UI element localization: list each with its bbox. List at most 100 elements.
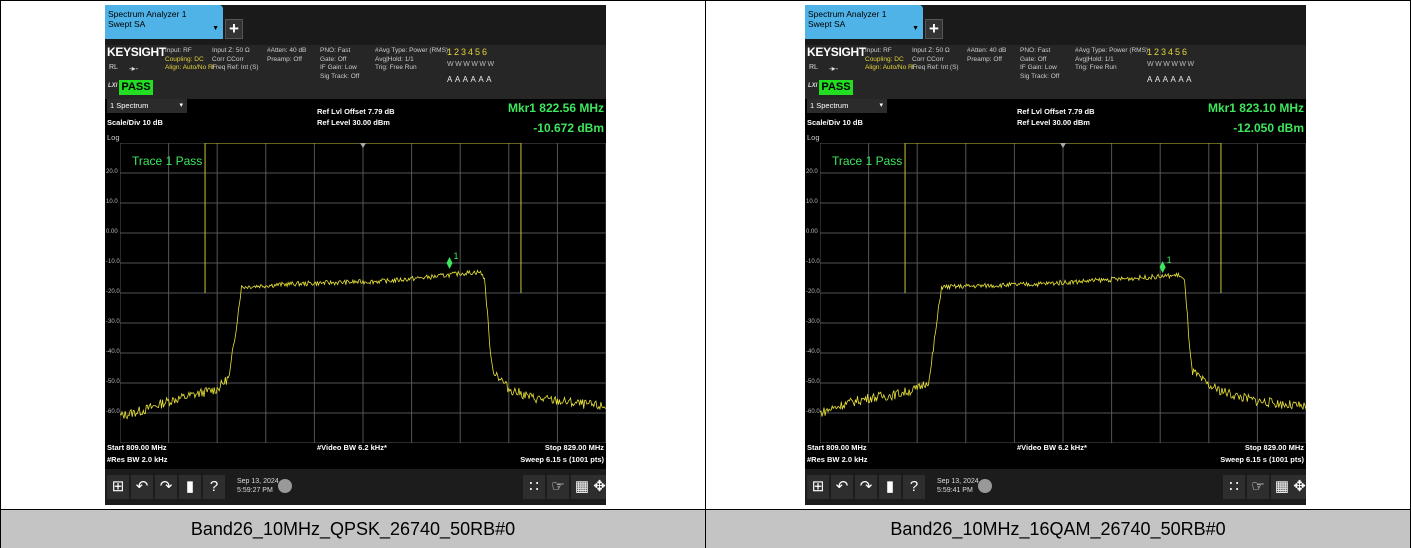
tab-mode: Swept SA (808, 19, 846, 29)
tab-spectrum-analyzer[interactable]: Spectrum Analyzer 1 Swept SA ▼ (105, 5, 223, 39)
pass-badge: PASS (119, 80, 153, 95)
plot-footer: Start 809.00 MHz #Res BW 2.0 kHz #Video … (805, 443, 1306, 469)
marker-diamond-icon (1159, 261, 1166, 274)
y-tick-label: -50.0 (106, 379, 120, 385)
chevron-down-icon: ▾ (879, 102, 883, 109)
stop-frequency: Stop 829.00 MHz (544, 443, 604, 452)
atten-settings: #Atten: 40 dB Preamp: Off (967, 47, 1007, 63)
redo-icon[interactable]: ↷ (155, 475, 177, 499)
top-bar: Spectrum Analyzer 1 Swept SA ▼ + (805, 5, 1306, 45)
spectrum-select[interactable]: 1 Spectrum ▾ (807, 99, 887, 113)
file-icon[interactable]: ▮ (179, 475, 201, 499)
trace-line (820, 271, 1306, 417)
redo-icon[interactable]: ↷ (855, 475, 877, 499)
y-tick-label: -20.0 (806, 289, 820, 295)
input-settings: Input: RF Coupling: DC Align: Auto/No RF (865, 47, 917, 71)
input-z-settings: Input Z: 50 Ω Corr CCorr Freq Ref: Int (… (912, 47, 959, 71)
spectrum-plot-svg: 1 Trace 1 Pass (820, 143, 1306, 443)
input-arrow-icon: -▸- (829, 64, 839, 73)
caption-left: Band26_10MHz_QPSK_26740_50RB#0 (1, 510, 706, 548)
caption-right: Band26_10MHz_16QAM_26740_50RB#0 (890, 519, 1226, 539)
spectrum-plot-svg: 1 Trace 1 Pass (120, 143, 606, 443)
trace-numbers[interactable]: 123456 (447, 47, 490, 57)
tab-title: Spectrum Analyzer 1 (108, 9, 187, 19)
spectrum-header: 1 Spectrum ▾ Scale/Div 10 dB Ref Lvl Off… (805, 99, 1306, 135)
sweep-time: Sweep 6.15 s (1001 pts) (520, 455, 604, 464)
add-screen-button[interactable]: + (225, 19, 243, 39)
plot-footer: Start 809.00 MHz #Res BW 2.0 kHz #Video … (105, 443, 606, 469)
table-cell-right: Spectrum Analyzer 1 Swept SA ▼ + KEYSIGH… (706, 1, 1411, 509)
top-bar: Spectrum Analyzer 1 Swept SA ▼ + (105, 5, 606, 45)
spectrum-analyzer-screen: Spectrum Analyzer 1 Swept SA ▼ + KEYSIGH… (805, 5, 1306, 505)
chevron-down-icon: ▾ (179, 102, 183, 109)
marker-amplitude: -12.050 dBm (1233, 121, 1304, 135)
fullscreen-icon[interactable]: ✥ (1293, 475, 1306, 499)
atten-settings: #Atten: 40 dB Preamp: Off (267, 47, 307, 63)
log-label: Log (807, 133, 820, 142)
input-z-settings: Input Z: 50 Ω Corr CCorr Freq Ref: Int (… (212, 47, 259, 71)
trace-line (120, 269, 606, 420)
brand-logo: KEYSIGHT (107, 45, 166, 59)
tab-mode: Swept SA (108, 19, 146, 29)
ref-offset-label: Ref Lvl Offset 7.79 dB (1017, 107, 1095, 116)
y-tick-label: -50.0 (806, 379, 820, 385)
ref-level-label: Ref Level 30.00 dBm (317, 118, 390, 127)
taskbar: ⊞ ↶ ↷ ▮ ? Sep 13, 2024 5:59:27 PM ∷ ☞ ▦ … (105, 469, 606, 505)
pno-settings: PNO: Fast Gate: Off IF Gain: Low Sig Tra… (1020, 47, 1060, 80)
pass-badge: PASS (819, 80, 853, 95)
y-tick-label: 10.0 (106, 199, 118, 205)
keypad-icon[interactable]: ∷ (1223, 475, 1245, 499)
avg-settings: #Avg Type: Power (RMS) Avg|Hold: 1/1 Tri… (1075, 47, 1149, 71)
file-icon[interactable]: ▮ (879, 475, 901, 499)
touch-icon[interactable]: ☞ (1247, 475, 1269, 499)
help-icon[interactable]: ? (903, 475, 925, 499)
message-icon[interactable] (278, 479, 292, 493)
y-tick-label: -20.0 (106, 289, 120, 295)
windows-icon[interactable]: ⊞ (807, 475, 829, 499)
y-tick-label: -10.0 (806, 259, 820, 265)
trace-numbers[interactable]: 123456 (1147, 47, 1190, 57)
limit-line (904, 143, 1222, 293)
ref-offset-label: Ref Lvl Offset 7.79 dB (317, 107, 395, 116)
message-icon[interactable] (978, 479, 992, 493)
y-tick-label: 20.0 (806, 169, 818, 175)
marker-number-label: 1 (454, 251, 459, 261)
chevron-down-icon[interactable]: ▼ (912, 25, 919, 32)
trace-type-row: AAAAAA (1147, 75, 1195, 84)
avg-settings: #Avg Type: Power (RMS) Avg|Hold: 1/1 Tri… (375, 47, 449, 71)
start-frequency: Start 809.00 MHz (107, 443, 167, 452)
undo-icon[interactable]: ↶ (131, 475, 153, 499)
keypad-icon[interactable]: ∷ (523, 475, 545, 499)
display-layout-icon[interactable]: ▦ (571, 475, 593, 499)
log-label: Log (107, 133, 120, 142)
spectrum-plot[interactable]: 1 Trace 1 Pass (820, 143, 1306, 443)
settings-bar[interactable]: KEYSIGHT RL -▸- LXI PASS Input: RF Coupl… (105, 45, 606, 99)
scale-div-label: Scale/Div 10 dB (107, 118, 163, 127)
tab-spectrum-analyzer[interactable]: Spectrum Analyzer 1 Swept SA ▼ (805, 5, 923, 39)
stop-frequency: Stop 829.00 MHz (1244, 443, 1304, 452)
y-tick-label: 20.0 (106, 169, 118, 175)
lxi-label: LXI (108, 83, 118, 89)
y-tick-label: 0.00 (106, 229, 118, 235)
rl-label: RL (109, 64, 118, 71)
marker-amplitude: -10.672 dBm (533, 121, 604, 135)
display-layout-icon[interactable]: ▦ (1271, 475, 1293, 499)
undo-icon[interactable]: ↶ (831, 475, 853, 499)
video-bandwidth: #Video BW 6.2 kHz* (1017, 443, 1087, 452)
sweep-time: Sweep 6.15 s (1001 pts) (1220, 455, 1304, 464)
taskbar-clock: Sep 13, 2024 5:59:27 PM (237, 478, 279, 494)
spectrum-select[interactable]: 1 Spectrum ▾ (107, 99, 187, 113)
settings-bar[interactable]: KEYSIGHT RL -▸- LXI PASS Input: RF Coupl… (805, 45, 1306, 99)
windows-icon[interactable]: ⊞ (107, 475, 129, 499)
spectrum-plot[interactable]: 1 Trace 1 Pass (120, 143, 606, 443)
table-cell-left: Spectrum Analyzer 1 Swept SA ▼ + KEYSIGH… (1, 1, 706, 509)
y-tick-label: 0.00 (806, 229, 818, 235)
fullscreen-icon[interactable]: ✥ (593, 475, 606, 499)
touch-icon[interactable]: ☞ (547, 475, 569, 499)
marker-diamond-icon (446, 257, 453, 270)
add-screen-button[interactable]: + (925, 19, 943, 39)
video-bandwidth: #Video BW 6.2 kHz* (317, 443, 387, 452)
help-icon[interactable]: ? (203, 475, 225, 499)
brand-logo: KEYSIGHT (807, 45, 866, 59)
chevron-down-icon[interactable]: ▼ (212, 25, 219, 32)
